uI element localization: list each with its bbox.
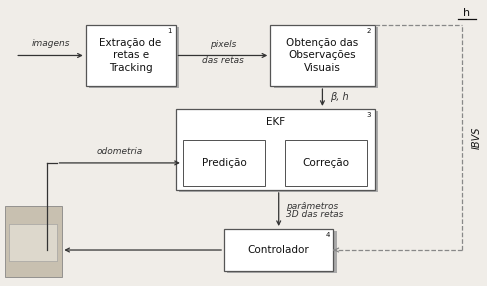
Text: das retas: das retas (202, 56, 244, 65)
Text: Predição: Predição (202, 158, 246, 168)
Text: β, h: β, h (330, 92, 348, 102)
Text: parâmetros: parâmetros (286, 202, 338, 210)
FancyBboxPatch shape (9, 224, 57, 261)
Text: Controlador: Controlador (248, 245, 310, 255)
Text: IBVS: IBVS (471, 126, 482, 149)
FancyBboxPatch shape (183, 140, 265, 186)
Text: 4: 4 (326, 232, 330, 238)
FancyBboxPatch shape (4, 206, 62, 277)
FancyBboxPatch shape (274, 27, 378, 88)
Text: 3: 3 (367, 112, 371, 118)
Text: Extração de
retas e
Tracking: Extração de retas e Tracking (99, 38, 162, 73)
FancyBboxPatch shape (270, 25, 375, 86)
Text: h: h (463, 8, 470, 18)
FancyBboxPatch shape (89, 27, 179, 88)
FancyBboxPatch shape (224, 229, 333, 271)
Text: odometria: odometria (96, 146, 143, 156)
Text: imagens: imagens (31, 39, 70, 48)
Text: 3D das retas: 3D das retas (286, 210, 343, 219)
FancyBboxPatch shape (227, 231, 337, 273)
FancyBboxPatch shape (175, 109, 375, 190)
Text: Obtenção das
Observações
Visuais: Obtenção das Observações Visuais (286, 38, 358, 73)
Text: 2: 2 (367, 28, 371, 34)
Text: Correção: Correção (302, 158, 350, 168)
FancyBboxPatch shape (285, 140, 367, 186)
FancyBboxPatch shape (86, 25, 175, 86)
Text: EKF: EKF (265, 117, 284, 127)
FancyBboxPatch shape (179, 111, 378, 192)
Text: 1: 1 (168, 28, 172, 34)
Text: pixels: pixels (210, 40, 236, 49)
